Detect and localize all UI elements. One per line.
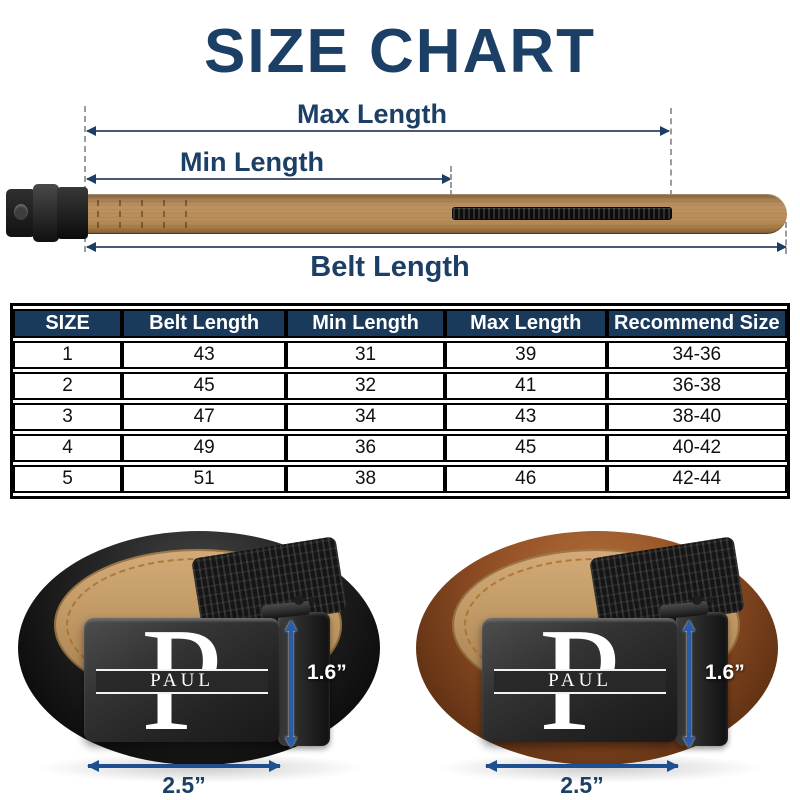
table-row: 3 47 34 43 38-40: [13, 403, 787, 431]
table-cell: 38-40: [606, 403, 787, 431]
strap-size-tick: [163, 200, 165, 228]
dashed-guide-max: [670, 108, 672, 196]
table-cell: 4: [13, 434, 123, 462]
dashed-guide-tip: [785, 222, 787, 254]
max-length-label: Max Length: [296, 99, 447, 129]
table-row: 5 51 38 46 42-44: [13, 465, 787, 493]
table-cell: 39: [444, 341, 607, 369]
buckle-height-arrow-icon: [285, 620, 297, 748]
table-cell: 34: [286, 403, 445, 431]
belt-length-label: Belt Length: [310, 251, 470, 283]
buckle-plate: P PAUL: [482, 618, 678, 742]
monogram-name: PAUL: [95, 668, 269, 694]
buckle-part: [6, 189, 36, 237]
table-cell: 40-42: [606, 434, 787, 462]
table-cell: 46: [444, 465, 607, 493]
strap-size-tick: [185, 200, 187, 228]
buckle-plate: P PAUL: [84, 618, 280, 742]
table-cell: 43: [122, 341, 287, 369]
table-cell: 31: [286, 341, 445, 369]
table-header-row: SIZE Belt Length Min Length Max Length R…: [13, 309, 787, 338]
table-cell: 5: [13, 465, 123, 493]
col-header-belt-length: Belt Length: [122, 309, 287, 338]
table-cell: 41: [444, 372, 607, 400]
table-cell: 43: [444, 403, 607, 431]
buckle-part: [33, 184, 59, 242]
buckle-width-arrow-icon: [485, 760, 679, 772]
table-cell: 36: [286, 434, 445, 462]
dashed-guide-min: [450, 166, 452, 196]
min-length-arrow-icon: [86, 174, 452, 184]
col-header-size: SIZE: [13, 309, 123, 338]
dashed-guide-left: [84, 106, 86, 252]
strap-size-tick: [119, 200, 121, 228]
buckle-part: [57, 187, 88, 239]
buckle-width-arrow-icon: [87, 760, 281, 772]
strap-size-tick: [97, 200, 99, 228]
min-length-label: Min Length: [180, 147, 324, 177]
buckle-width-label: 2.5”: [560, 772, 604, 798]
buckle-height-label: 1.6”: [307, 661, 347, 684]
table-cell: 1: [13, 341, 123, 369]
table-cell: 38: [286, 465, 445, 493]
ratchet-track: [452, 207, 672, 220]
table-row: 1 43 31 39 34-36: [13, 341, 787, 369]
buckle-clasp: [676, 595, 728, 746]
col-header-recommend-size: Recommend Size: [606, 309, 787, 338]
page-title: SIZE CHART: [204, 17, 596, 86]
col-header-max-length: Max Length: [444, 309, 607, 338]
buckle-height-label: 1.6”: [705, 661, 745, 684]
table-cell: 36-38: [606, 372, 787, 400]
strap-size-tick: [141, 200, 143, 228]
size-table: SIZE Belt Length Min Length Max Length R…: [10, 303, 790, 499]
col-header-min-length: Min Length: [286, 309, 445, 338]
max-length-arrow-icon: [86, 126, 670, 136]
belt-photo-black: P PAUL 1.6” 2.5”: [6, 515, 396, 800]
buckle-height-arrow-icon: [683, 620, 695, 748]
table-cell: 49: [122, 434, 287, 462]
belt-illustration-strap: [85, 194, 787, 234]
table-cell: 3: [13, 403, 123, 431]
table-cell: 45: [444, 434, 607, 462]
belt-length-arrow-icon: [86, 242, 787, 252]
table-cell: 45: [122, 372, 287, 400]
buckle-width-label: 2.5”: [162, 772, 206, 798]
buckle-clasp: [278, 595, 330, 746]
table-cell: 34-36: [606, 341, 787, 369]
table-cell: 47: [122, 403, 287, 431]
monogram-name: PAUL: [493, 668, 667, 694]
table-cell: 42-44: [606, 465, 787, 493]
table-cell: 2: [13, 372, 123, 400]
belt-illustration-buckle: [6, 184, 88, 242]
table-cell: 51: [122, 465, 287, 493]
belt-photo-brown: P PAUL 1.6” 2.5”: [404, 515, 794, 800]
table-cell: 32: [286, 372, 445, 400]
table-row: 4 49 36 45 40-42: [13, 434, 787, 462]
table-row: 2 45 32 41 36-38: [13, 372, 787, 400]
